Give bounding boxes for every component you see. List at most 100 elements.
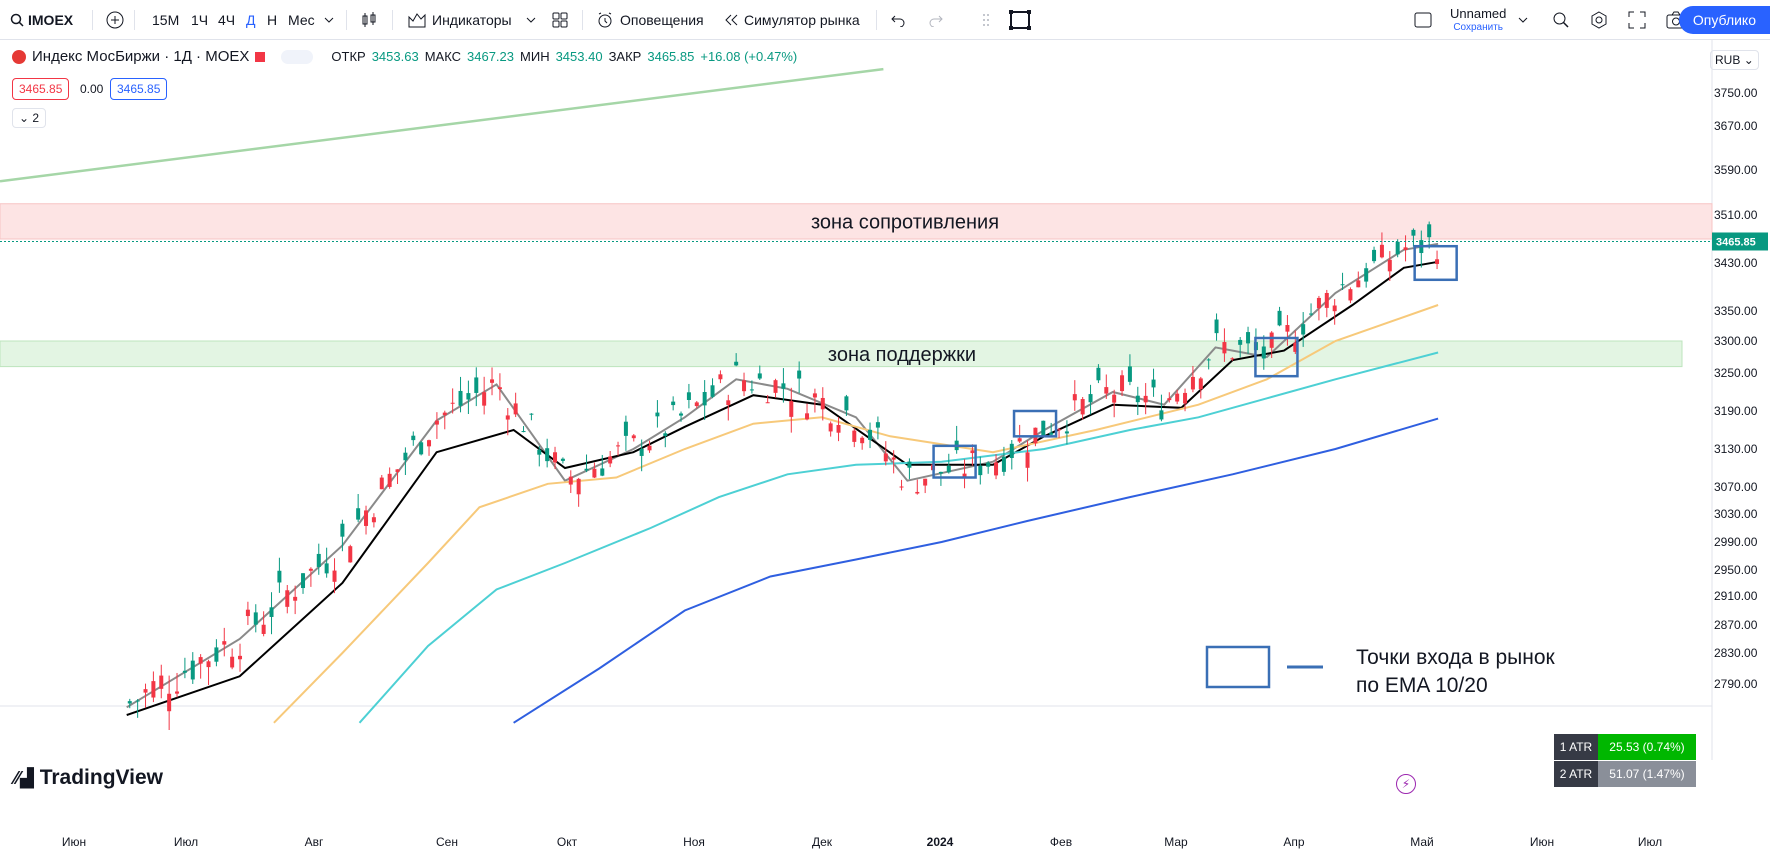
currency-selector[interactable]: RUB ⌄ [1710,50,1759,70]
price-chart[interactable]: зона сопротивления зона поддержки Точки вх… [0,40,1770,858]
ema-line-ema10 [126,242,1439,709]
layouts-grid-icon[interactable] [551,0,569,40]
rectangle-tool-icon[interactable] [1008,0,1032,40]
divider [134,10,135,30]
legend-close-label: ЗАКР [608,49,642,64]
buy-price-box[interactable]: 3465.85 [110,78,168,100]
publish-button[interactable]: Опублико [1678,6,1770,34]
candle-body [915,491,920,494]
candle-body [639,448,644,456]
price-tick-label: 2790.00 [1714,677,1758,691]
redo-icon[interactable] [928,0,944,40]
candle-body [702,392,707,406]
price-tick-label: 2830.00 [1714,646,1758,660]
candle-body [419,442,424,455]
candle-body [694,402,699,407]
candle-body [1340,284,1345,286]
candle-body [852,430,857,442]
checkbox-icon[interactable] [1414,0,1432,40]
indicators-collapse-button[interactable]: ⌄ 2 [12,108,47,128]
candle-body [427,440,432,447]
candle-body [1167,398,1172,401]
candle-body [875,422,880,428]
candle-body [434,420,439,425]
legend-close: 3465.85 [647,49,695,64]
compare-add-icon[interactable] [106,0,124,40]
chevron-down-icon[interactable] [324,0,334,40]
price-tick-label: 3030.00 [1714,507,1758,521]
divider [392,10,393,30]
legend-title[interactable]: Индекс МосБиржи · 1Д · MOEX [32,48,250,65]
divider [582,10,583,30]
interval-month[interactable]: Мес [288,12,315,28]
candle-body [190,660,195,680]
alerts-button[interactable]: Оповещения [596,0,704,40]
entry-point-box [1254,336,1299,378]
candle-body [946,465,951,473]
atr-value: 51.07 (1.47%) [1598,761,1696,787]
candle-body [765,402,770,404]
candle-body [387,473,392,487]
candles-icon[interactable] [360,0,378,40]
candle-body [1301,324,1306,335]
interval-day[interactable]: Д [246,12,256,28]
settings-gear-icon[interactable] [1590,0,1608,40]
candle-body [836,425,841,433]
candle-body [899,486,904,488]
candle-body [245,609,250,617]
interval-4h[interactable]: 4Ч [218,12,236,28]
fullscreen-icon[interactable] [1628,0,1646,40]
candle-body [891,457,896,460]
visibility-toggle-icon[interactable] [281,49,314,64]
time-tick-label: Окт [557,835,578,849]
candle-body [1159,410,1164,420]
interval-1h[interactable]: 1Ч [191,12,209,28]
candle-body [844,396,849,411]
candle-body [797,370,802,379]
candle-body [868,429,873,440]
candle-body [238,655,243,660]
candle-body [529,413,534,415]
symbol-search[interactable]: IMOEX [10,0,73,40]
candle-body [474,377,479,393]
candle-body [1127,366,1132,382]
indicators-icon [408,11,426,29]
chevron-down-icon[interactable] [526,0,536,40]
lightning-icon[interactable]: ⚡ [1396,774,1416,794]
tradingview-logo-icon: ⁄⁄▟ [14,768,34,788]
candle-body [553,452,558,463]
price-tick-label: 2950.00 [1714,563,1758,577]
price-tick-label: 3300.00 [1714,334,1758,348]
interval-week[interactable]: Н [267,12,278,28]
chevron-down-icon[interactable] [1518,0,1528,40]
moex-logo-icon [12,49,26,64]
indicators-button[interactable]: Индикаторы [408,0,512,40]
candle-body [521,431,526,433]
price-tick-label: 3130.00 [1714,442,1758,456]
layout-name[interactable]: Unnamed Сохранить [1450,0,1506,40]
drag-handle-icon[interactable] [982,0,990,40]
undo-icon[interactable] [890,0,906,40]
candle-body [1356,280,1361,288]
flag-icon[interactable] [255,51,266,62]
tradingview-logo: ⁄⁄▟ TradingView [14,766,163,790]
candle-body [1017,438,1022,442]
candle-body [1285,325,1290,332]
interval-15m[interactable]: 15М [152,12,180,28]
ema-line-ema200 [513,417,1439,724]
candle-body [371,517,376,523]
candle-body [1435,259,1440,264]
price-tick-label: 2870.00 [1714,618,1758,632]
candle-body [592,468,597,478]
replay-button[interactable]: Симулятор рынка [724,0,860,40]
price-tick-label: 3190.00 [1714,404,1758,418]
candle-body [1025,452,1030,468]
candle-body [663,433,668,436]
quick-search-icon[interactable] [1552,0,1570,40]
price-tick-label: 3590.00 [1714,163,1758,177]
candle-body [710,385,715,397]
candle-body [269,607,274,617]
sell-price-box[interactable]: 3465.85 [12,78,70,100]
candle-body [167,693,172,712]
candle-body [293,596,298,601]
